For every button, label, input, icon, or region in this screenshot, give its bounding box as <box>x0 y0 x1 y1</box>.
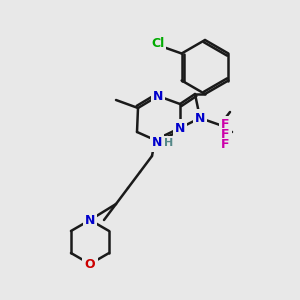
Text: N: N <box>153 89 163 103</box>
Text: F: F <box>221 128 229 142</box>
Text: O: O <box>85 257 95 271</box>
Text: Cl: Cl <box>151 37 164 50</box>
Text: F: F <box>221 118 229 131</box>
Text: N: N <box>152 136 162 149</box>
Text: H: H <box>164 138 174 148</box>
Text: F: F <box>221 128 229 142</box>
Text: F: F <box>221 139 229 152</box>
Text: N: N <box>175 122 185 134</box>
Text: N: N <box>85 214 95 226</box>
Text: N: N <box>175 122 185 134</box>
Text: N: N <box>152 136 162 149</box>
Text: N: N <box>195 112 205 124</box>
Text: O: O <box>85 257 95 271</box>
Text: F: F <box>221 118 229 131</box>
Text: H: H <box>164 138 174 148</box>
Text: N: N <box>85 214 95 226</box>
Text: F: F <box>221 139 229 152</box>
Text: N: N <box>195 112 205 124</box>
Text: N: N <box>153 89 163 103</box>
Text: Cl: Cl <box>151 37 164 50</box>
